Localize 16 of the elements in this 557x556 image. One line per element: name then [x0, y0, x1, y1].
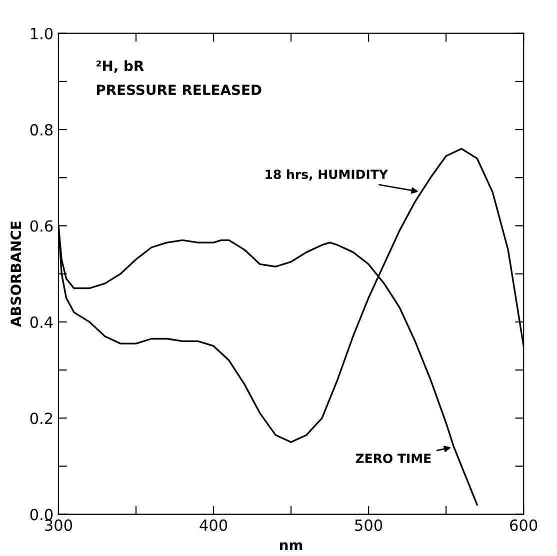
x-tick-label: 400 [200, 519, 228, 531]
y-axis-title: ABSORBANCE [10, 222, 22, 327]
text: 18 hrs, HUMIDITY [266, 169, 388, 181]
y-tick-label: 0.2 [30, 412, 52, 424]
y-tick-label: 0.6 [30, 220, 53, 232]
annotation: PRESSURE RELEASED [96, 84, 262, 96]
text: 0.0 [30, 508, 53, 520]
text: 1.0 [31, 28, 53, 40]
series-label: ZERO TIME [356, 454, 431, 464]
annotation: ²H, bR [96, 60, 144, 73]
x-tick-label: 500 [355, 519, 382, 531]
y-tick-label: 0.8 [30, 124, 53, 136]
y-tick-label: 0.4 [30, 316, 53, 328]
x-tick-label: 300 [45, 519, 72, 531]
x-axis-title: nm [280, 542, 302, 550]
x-tick-label: 600 [510, 519, 538, 531]
